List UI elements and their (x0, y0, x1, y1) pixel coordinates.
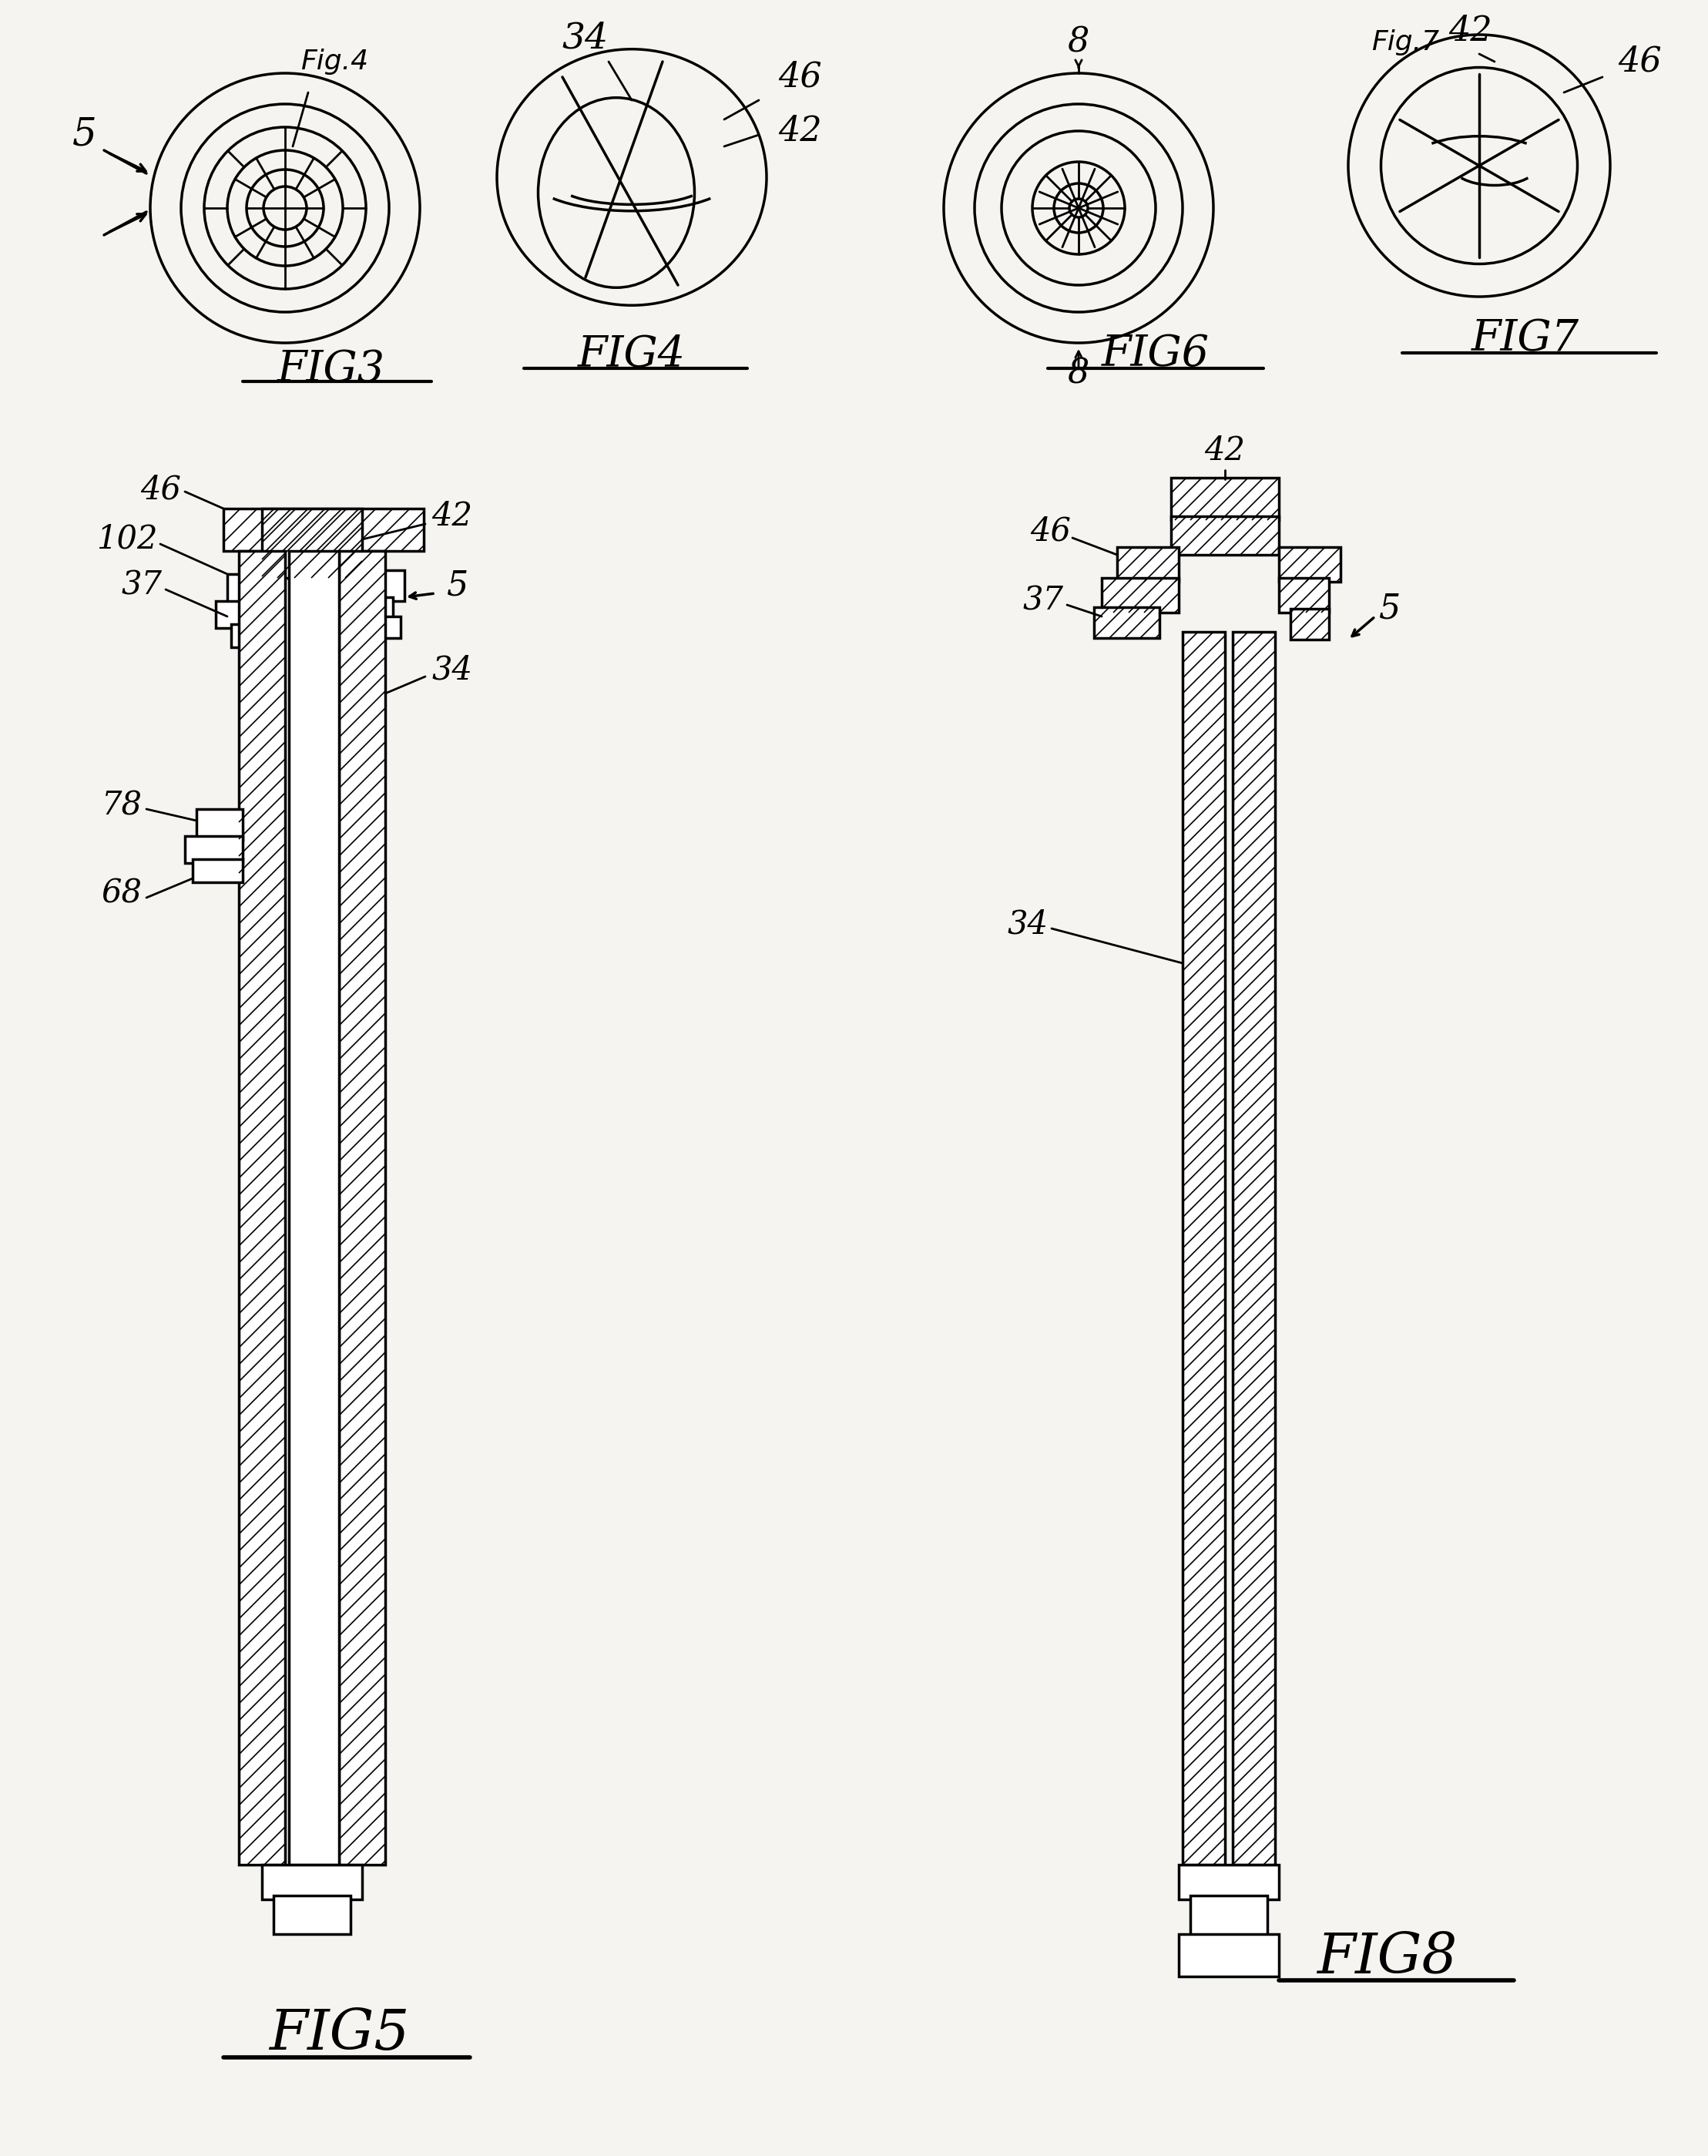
Bar (184, 837, 243, 862)
Text: Fig.4: Fig.4 (301, 50, 369, 75)
Bar (1182, 632, 1225, 1865)
Bar (273, 1895, 350, 1934)
Bar (338, 552, 386, 1865)
Bar (1279, 548, 1341, 582)
Bar (289, 552, 338, 1865)
Text: Fig.7: Fig.7 (1372, 30, 1440, 56)
Bar (1117, 548, 1179, 582)
Bar (1172, 479, 1279, 520)
Text: FIG3: FIG3 (277, 349, 386, 390)
Text: 46: 46 (779, 60, 822, 93)
Bar (224, 509, 424, 552)
Text: 46: 46 (1617, 45, 1662, 78)
Text: FIG7: FIG7 (1472, 317, 1580, 360)
Text: 68: 68 (102, 877, 142, 910)
Text: 8: 8 (1068, 26, 1090, 58)
Text: 37: 37 (121, 569, 162, 602)
Bar (239, 552, 285, 1865)
Bar (261, 1865, 362, 1899)
Text: 46: 46 (1030, 515, 1071, 548)
Bar (196, 808, 243, 841)
Text: 42: 42 (1448, 15, 1493, 47)
Text: FIG4: FIG4 (577, 334, 685, 375)
Text: 46: 46 (140, 472, 181, 505)
Bar (1172, 515, 1279, 554)
Text: 42: 42 (1204, 436, 1245, 468)
Bar (261, 509, 362, 578)
Bar (1102, 578, 1179, 612)
Bar (1095, 608, 1160, 638)
Bar (227, 573, 270, 606)
Text: 34: 34 (432, 653, 471, 686)
Text: 102: 102 (97, 524, 157, 556)
Text: FIG6: FIG6 (1102, 334, 1209, 375)
Bar (1179, 1865, 1279, 1899)
Text: 5: 5 (1378, 593, 1401, 625)
Text: FIG5: FIG5 (268, 2007, 410, 2061)
Bar (1190, 1895, 1267, 1938)
Text: 42: 42 (432, 500, 471, 533)
Bar (215, 602, 273, 627)
Text: 78: 78 (102, 789, 142, 821)
Bar (1291, 608, 1329, 640)
Bar (1233, 632, 1276, 1865)
Text: 5: 5 (72, 116, 97, 153)
Text: 8: 8 (1068, 358, 1090, 390)
Bar (362, 569, 405, 602)
Bar (193, 858, 243, 882)
Text: 5: 5 (447, 569, 468, 602)
Text: 34: 34 (562, 22, 608, 56)
Bar (362, 597, 393, 621)
Bar (1279, 578, 1329, 612)
Bar (1179, 1934, 1279, 1977)
Text: FIG8: FIG8 (1317, 1930, 1457, 1984)
Bar (374, 617, 401, 638)
Text: 42: 42 (779, 114, 822, 147)
Text: 34: 34 (1008, 908, 1047, 940)
Bar (231, 623, 270, 647)
Text: 37: 37 (1023, 584, 1062, 617)
